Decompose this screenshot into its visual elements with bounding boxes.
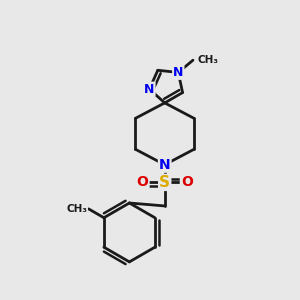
Text: N: N (144, 82, 154, 96)
Text: N: N (159, 158, 170, 172)
Text: CH₃: CH₃ (66, 204, 87, 214)
Text: S: S (159, 175, 170, 190)
Text: O: O (137, 176, 148, 189)
Text: CH₃: CH₃ (197, 55, 218, 65)
Text: O: O (181, 176, 193, 189)
Text: N: N (173, 66, 184, 79)
